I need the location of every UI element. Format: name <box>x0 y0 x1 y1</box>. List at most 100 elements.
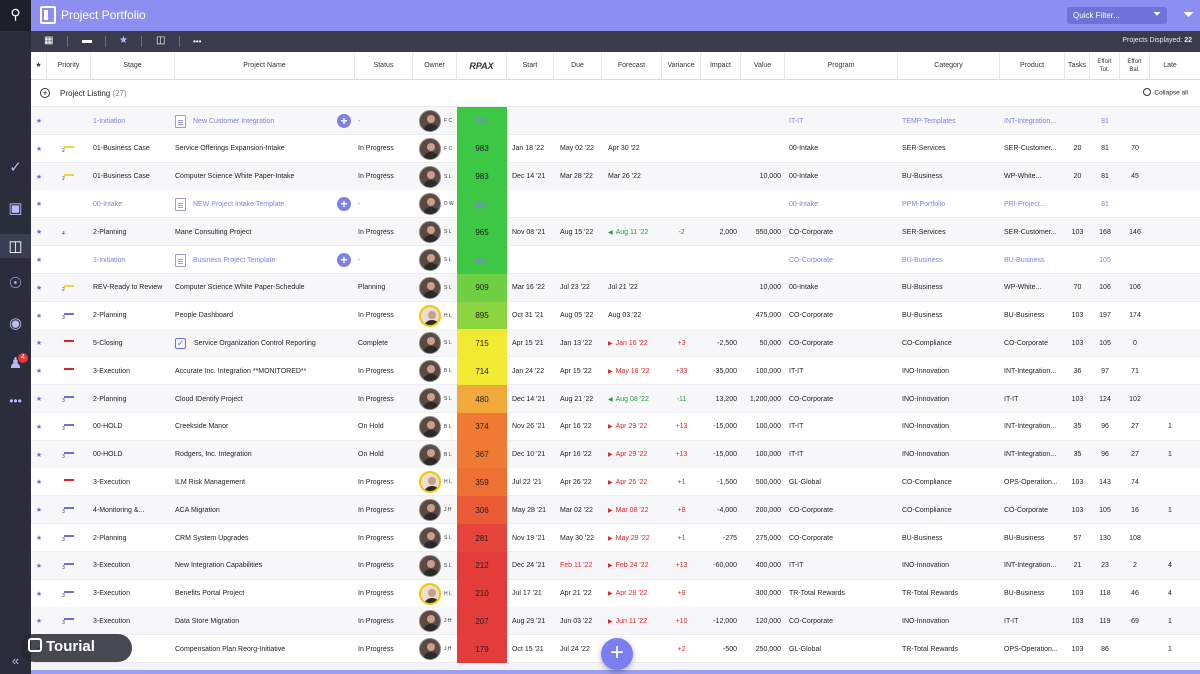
project-name-link[interactable]: New Customer Integration <box>193 117 275 125</box>
search-icon[interactable]: ⚲ <box>0 0 31 31</box>
project-name-link[interactable]: People Dashboard <box>175 312 233 320</box>
briefcase-icon[interactable]: ▣ <box>8 200 23 217</box>
avatar[interactable] <box>419 554 441 577</box>
favorite-star-icon[interactable]: ★ <box>35 284 43 292</box>
table-row[interactable]: ★ 2 REV-Ready to Review Computer Science Wh… <box>31 273 1200 302</box>
expand-listing-icon[interactable]: + <box>40 88 50 98</box>
col-start[interactable]: Start <box>507 52 554 80</box>
add-project-button[interactable]: + <box>601 638 633 670</box>
col-tasks[interactable]: Tasks <box>1065 52 1090 80</box>
favorite-star-icon[interactable]: ★ <box>35 229 43 237</box>
table-row[interactable]: ★ 3 2-Planning People Dashboard In Progress H… <box>31 301 1200 330</box>
table-row[interactable]: ★ 3 4-Monitoring &... ACA Migration In Progr… <box>31 496 1200 525</box>
favorite-star-icon[interactable]: ★ <box>35 145 43 153</box>
add-from-template-button[interactable]: + <box>337 114 351 128</box>
avatar[interactable] <box>419 110 441 132</box>
table-row[interactable]: ★ 00-Intake NEW Project Intake Template - D … <box>31 190 1200 219</box>
col-project-name[interactable]: Project Name <box>175 52 355 80</box>
avatar[interactable] <box>419 527 441 549</box>
col-stage[interactable]: Stage <box>91 52 175 80</box>
project-name-link[interactable]: Benefits Portal Project <box>175 590 245 598</box>
col-variance[interactable]: Variance <box>662 52 701 80</box>
table-row[interactable]: ★ 4 2-Planning Mane Consulting Project In Pr… <box>31 218 1200 247</box>
avatar[interactable] <box>419 443 441 466</box>
favorite-star-icon[interactable]: ★ <box>35 423 43 431</box>
project-name-link[interactable]: CRM System Upgrades <box>175 534 249 542</box>
project-name-link[interactable]: Cloud IDentify Project <box>175 395 243 403</box>
horizontal-scrollbar[interactable] <box>31 670 1200 674</box>
col-due[interactable]: Due <box>554 52 602 80</box>
portfolio-icon[interactable]: ◫ <box>0 234 31 258</box>
column-icon[interactable]: ◫ <box>156 35 166 46</box>
project-name-link[interactable]: Computer Science White Paper-Intake <box>175 173 295 181</box>
project-name-link[interactable]: Service Offerings Expansion-Intake <box>175 145 285 153</box>
col-program[interactable]: Program <box>785 52 898 80</box>
table-row[interactable]: ★ 3 00-HOLD Creekside Manor On Hold B L 374 Nov… <box>31 412 1200 441</box>
camera-icon[interactable]: ◉ <box>8 315 23 332</box>
avatar[interactable] <box>419 276 441 299</box>
avatar[interactable] <box>419 332 441 355</box>
table-row[interactable]: ★ 1-Initiation New Customer Integration - F … <box>31 107 1200 135</box>
project-name-link[interactable]: Business Project Template <box>193 256 276 264</box>
avatar[interactable] <box>419 582 441 605</box>
more-icon[interactable]: ••• <box>193 37 202 46</box>
avatar[interactable] <box>419 499 441 522</box>
col-status[interactable]: Status <box>355 52 413 80</box>
avatar[interactable] <box>419 165 441 188</box>
col-priority[interactable]: Priority <box>47 52 91 80</box>
table-row[interactable]: ★ 3 2-Planning Cloud IDentify Project In Pro… <box>31 385 1200 413</box>
project-name-link[interactable]: NEW Project Intake Template <box>193 200 285 208</box>
favorite-star-icon[interactable]: ★ <box>35 118 43 125</box>
favorite-star-icon[interactable]: ★ <box>35 201 43 209</box>
table-row[interactable]: ★ 2 01-Business Case Computer Science White… <box>31 162 1200 191</box>
project-name-link[interactable]: Mane Consulting Project <box>175 228 252 236</box>
table-row[interactable]: ★ 3 00-HOLD Rodgers, Inc. Integration On Hol… <box>31 440 1200 469</box>
project-name-link[interactable]: ACA Migration <box>175 506 220 514</box>
quick-filter-select[interactable]: Quick Filter... ⏷ <box>1067 7 1167 24</box>
favorite-star-icon[interactable]: ★ <box>35 479 43 487</box>
collapse-rail-icon[interactable]: « <box>11 653 20 668</box>
favorite-star-icon[interactable]: ★ <box>35 257 43 264</box>
avatar[interactable] <box>419 221 441 244</box>
col-impact[interactable]: Impact <box>701 52 741 80</box>
project-name-link[interactable]: New Integration Capabilities <box>175 562 263 570</box>
avatar[interactable] <box>419 304 441 327</box>
avatar[interactable] <box>419 388 441 410</box>
hierarchy-icon[interactable]: ☉ <box>8 275 23 292</box>
collapse-all-button[interactable]: Collapse all <box>1143 88 1188 97</box>
favorite-star-icon[interactable]: ★ <box>35 590 43 598</box>
avatar[interactable] <box>419 638 441 661</box>
tourial-badge[interactable]: Tourial <box>20 634 132 662</box>
filter-icon[interactable]: ⏷ <box>1183 6 1195 22</box>
project-name-link[interactable]: Computer Science White Paper-Schedule <box>175 284 305 292</box>
minus-icon[interactable]: ▬ <box>82 35 92 46</box>
table-row[interactable]: ★ 2 01-Business Case Service Offerings Expa… <box>31 134 1200 163</box>
favorite-star-icon[interactable]: ★ <box>35 507 43 515</box>
check-circle-icon[interactable]: ✓ <box>9 159 22 176</box>
col-effort-tot[interactable]: Effort Tot. <box>1090 52 1120 80</box>
add-from-template-button[interactable]: + <box>337 197 351 212</box>
avatar[interactable] <box>419 415 441 438</box>
avatar[interactable] <box>419 610 441 633</box>
table-row[interactable]: ★ 3-Execution ILM Risk Management In Progre… <box>31 468 1200 497</box>
table-row[interactable]: ★ 3-Execution Accurate Inc. Integration **… <box>31 357 1200 386</box>
project-name-link[interactable]: Creekside Manor <box>175 423 229 431</box>
table-row[interactable]: ★ 1-Initiation Business Project Template - S… <box>31 246 1200 274</box>
favorite-star-icon[interactable]: ★ <box>35 173 43 181</box>
favorite-star-icon[interactable]: ★ <box>35 368 43 376</box>
col-value[interactable]: Value <box>741 52 785 80</box>
col-product[interactable]: Product <box>1000 52 1065 80</box>
col-forecast[interactable]: Forecast <box>602 52 662 80</box>
favorite-star-icon[interactable]: ★ <box>35 535 43 542</box>
col-effort-bal[interactable]: Effort Bal. <box>1120 52 1150 80</box>
avatar[interactable] <box>419 249 441 271</box>
table-row[interactable]: ★ 3 3-Execution New Integration Capabilitie… <box>31 551 1200 580</box>
favorite-star-icon[interactable]: ★ <box>35 396 43 403</box>
avatar[interactable] <box>419 360 441 383</box>
table-row[interactable]: ★ 3 2-Planning CRM System Upgrades In Progre… <box>31 524 1200 552</box>
more-icon[interactable]: ••• <box>9 394 22 408</box>
star-icon[interactable]: ★ <box>119 35 128 46</box>
col-owner[interactable]: Owner <box>413 52 457 80</box>
table-row[interactable]: ★ 5-Closing ✓ Service Organization Control … <box>31 329 1200 358</box>
table-row[interactable]: ★ 3 3-Execution Data Store Migration In Prog… <box>31 607 1200 636</box>
